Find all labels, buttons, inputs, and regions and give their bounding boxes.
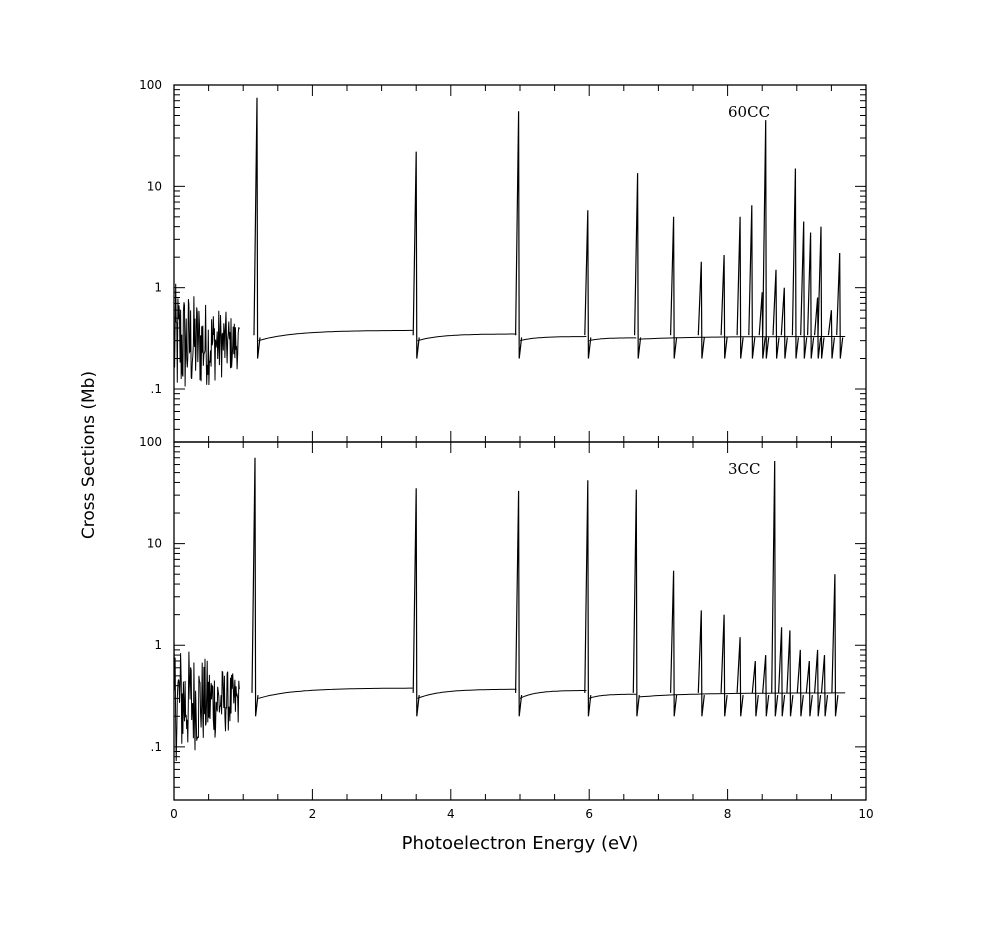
x-axis-label: Photoelectron Energy (eV) — [402, 833, 639, 854]
resonance-peak — [758, 292, 766, 359]
resonance-peak — [762, 120, 770, 359]
y-tick-label: 100 — [139, 78, 162, 92]
resonance-peak — [814, 649, 822, 717]
resonance-peak — [771, 460, 779, 717]
panel-annotation: 60CC — [728, 103, 770, 121]
x-tick-label: 0 — [170, 807, 178, 821]
y-tick-label: .1 — [151, 382, 162, 396]
resonance-peak — [720, 254, 728, 359]
resonance-peak — [778, 627, 786, 717]
y-tick-label: 10 — [147, 537, 162, 551]
y-tick-label: .1 — [151, 740, 162, 754]
y-axis-label: Cross Sections (Mb) — [79, 371, 99, 539]
resonance-peak — [251, 457, 259, 717]
resonance-peak — [412, 488, 420, 717]
y-tick-label: 1 — [154, 281, 162, 295]
resonance-peak — [807, 232, 815, 359]
resonance-peak — [751, 660, 759, 717]
resonance-peak — [780, 287, 788, 359]
background-curve — [173, 283, 846, 387]
x-tick-label: 10 — [858, 807, 873, 821]
resonance-peak — [800, 221, 808, 359]
resonance-peak — [817, 226, 825, 359]
resonance-peak — [515, 490, 523, 717]
resonance-peak — [820, 655, 829, 717]
resonance-peak — [720, 614, 728, 717]
x-tick-label: 2 — [309, 807, 317, 821]
resonance-peak — [748, 205, 756, 359]
resonance-peak — [805, 660, 813, 717]
resonance-peak — [827, 310, 835, 359]
panel-60cc: 100 10 1 .1 60CC — [139, 78, 867, 443]
resonance-peak — [670, 570, 678, 717]
panel-annotation: 3CC — [728, 460, 761, 478]
resonance-peak — [736, 216, 744, 359]
resonance-peak — [697, 261, 705, 359]
y-tick-label: 100 — [139, 435, 162, 449]
panel-3cc: 100 10 1 .1 3CC — [139, 435, 867, 801]
resonance-peak — [584, 210, 592, 359]
resonance-peak — [632, 489, 640, 717]
resonance-peak — [786, 630, 794, 717]
resonance-peak — [634, 173, 642, 359]
resonance-peak — [836, 252, 844, 359]
resonance-peak — [831, 574, 839, 717]
background-curve — [173, 640, 846, 762]
x-tick-label: 4 — [447, 807, 455, 821]
x-tick-label: 8 — [724, 807, 732, 821]
y-tick-label: 1 — [154, 638, 162, 652]
x-axis-tick-labels: 0 2 4 6 8 10 — [170, 807, 873, 821]
resonance-peak — [515, 111, 523, 359]
resonance-peak — [762, 655, 770, 717]
resonance-peak — [412, 151, 420, 359]
resonance-peak — [253, 97, 261, 359]
resonance-peak — [670, 216, 678, 359]
y-tick-label: 10 — [147, 179, 162, 193]
resonance-peak — [736, 637, 744, 717]
plot-frame — [173, 441, 867, 801]
resonance-peak — [796, 649, 804, 717]
resonance-peak — [791, 168, 799, 359]
resonance-peak — [772, 269, 780, 359]
x-tick-label: 6 — [585, 807, 593, 821]
resonance-peak — [584, 480, 592, 717]
plot-frame — [173, 84, 867, 443]
resonance-peak — [697, 610, 705, 717]
